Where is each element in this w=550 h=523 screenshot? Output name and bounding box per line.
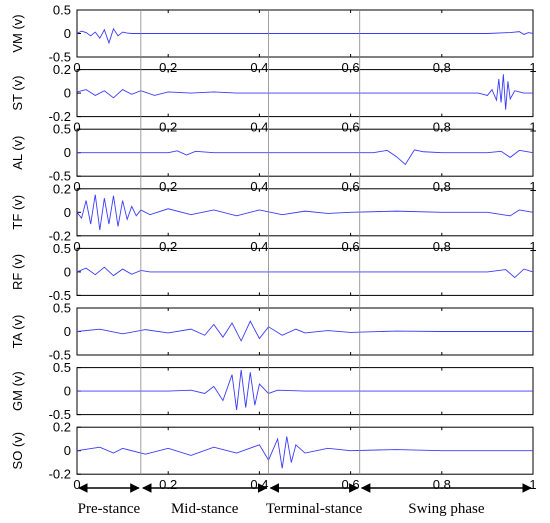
x-tick-label: 0.2 — [159, 179, 177, 194]
emg-signal-line — [76, 194, 534, 230]
emg-signal-line — [77, 149, 534, 166]
x-tick-label: 0.6 — [342, 239, 360, 254]
x-tick-label: 0.8 — [433, 179, 451, 194]
y-tick-label: 0.5 — [53, 360, 71, 375]
x-tick-label: 0.4 — [250, 179, 268, 194]
x-tick-label: 0.2 — [159, 477, 177, 492]
x-tick-label: 0 — [73, 120, 80, 135]
y-axis-label: SO (v) — [10, 432, 25, 470]
y-tick-label: 0.5 — [53, 241, 71, 256]
panel-4: 0.50-0.5RF (v) — [10, 241, 534, 303]
x-tick-label: 0.4 — [250, 60, 268, 75]
y-tick-label: -0.2 — [49, 467, 71, 482]
x-tick-label: 0 — [73, 477, 80, 492]
x-tick-label: 0.4 — [250, 120, 268, 135]
panel-6: 0.5 0 -0.5 GM (v) — [10, 360, 534, 422]
y-tick-label: -0.2 — [49, 109, 71, 124]
x-tick-label: 0 — [73, 60, 80, 75]
x-tick-label: 0 — [73, 179, 80, 194]
y-axis-label: ST (v) — [10, 76, 25, 111]
y-tick-label: 0 — [64, 264, 71, 279]
panel-7: 0.20-0.20 0.2 0.4 0.6 0.8 1SO (v) — [10, 420, 537, 493]
y-axis-label: TF (v) — [10, 195, 25, 230]
x-tick-label: 0.8 — [433, 120, 451, 135]
x-tick-label: 0.2 — [159, 120, 177, 135]
x-tick-label: 0.4 — [250, 477, 268, 492]
panel-3: 0.20-0.20 0.2 0.4 0.6 0.8 1TF (v) — [10, 181, 537, 254]
y-tick-label: -0.2 — [49, 228, 71, 243]
y-tick-label: 0 — [64, 384, 71, 399]
y-tick-label: 0.5 — [53, 301, 71, 316]
y-tick-label: 0 — [64, 26, 71, 41]
y-tick-label: 0.5 — [53, 3, 71, 18]
y-axis-label: AL (v) — [10, 136, 25, 170]
x-tick-label: 1 — [529, 239, 536, 254]
y-tick-label: 0.2 — [53, 181, 71, 196]
x-tick-label: 1 — [529, 60, 536, 75]
x-tick-label: 0.2 — [159, 239, 177, 254]
y-tick-label: -0.5 — [49, 348, 71, 363]
x-tick-label: 1 — [529, 477, 536, 492]
y-tick-label: 0 — [64, 324, 71, 339]
x-tick-label: 0.8 — [433, 60, 451, 75]
y-tick-label: 0 — [64, 443, 71, 458]
y-tick-label: -0.5 — [49, 50, 71, 65]
y-axis-label: VM (v) — [10, 14, 25, 52]
phase-label: Mid-stance — [171, 501, 239, 517]
emg-signal-line — [76, 27, 534, 45]
panel-0: 0.50-0.50 0.2 0.4 0.6 0.8 1VM (v) — [10, 3, 537, 76]
y-tick-label: -0.5 — [49, 288, 71, 303]
x-tick-label: 0.6 — [342, 120, 360, 135]
x-tick-label: 0.6 — [342, 60, 360, 75]
panel-5: 0.5 0 -0.5 TA (v) — [10, 301, 534, 363]
y-tick-label: 0.5 — [53, 122, 71, 137]
x-tick-label: 1 — [529, 179, 536, 194]
phase-label: Terminal-stance — [266, 501, 363, 517]
panel-2: 0.50-0.50 0.2 0.4 0.6 0.8 1AL (v) — [10, 122, 537, 195]
emg-signal-line — [76, 74, 533, 110]
y-tick-label: 0 — [64, 205, 71, 220]
emg-signal-line — [76, 266, 534, 279]
x-tick-label: 0.6 — [342, 477, 360, 492]
emg-signal-line — [76, 320, 533, 342]
x-tick-label: 0 — [73, 239, 80, 254]
y-tick-label: 0.2 — [53, 62, 71, 77]
y-tick-label: -0.5 — [49, 169, 71, 184]
y-tick-label: 0 — [64, 145, 71, 160]
y-tick-label: -0.5 — [49, 407, 71, 422]
emg-signal-line — [76, 436, 533, 469]
x-tick-label: 0.2 — [159, 60, 177, 75]
y-tick-label: 0.2 — [53, 420, 71, 435]
x-tick-label: 0.4 — [250, 239, 268, 254]
phase-label: Pre-stance — [78, 501, 141, 517]
y-axis-label: TA (v) — [10, 315, 25, 349]
y-axis-label: RF (v) — [10, 254, 25, 290]
y-axis-label: GM (v) — [10, 371, 25, 411]
x-tick-label: 1 — [529, 120, 536, 135]
phase-label: Swing phase — [408, 501, 485, 517]
x-tick-label: 0.8 — [433, 477, 451, 492]
emg-signal-line — [77, 369, 533, 410]
x-tick-label: 0.8 — [433, 239, 451, 254]
panel-1: 0.20-0.20 0.2 0.4 0.6 0.8 1ST (v) — [10, 62, 537, 135]
y-tick-label: 0 — [64, 86, 71, 101]
x-tick-label: 0.6 — [342, 179, 360, 194]
